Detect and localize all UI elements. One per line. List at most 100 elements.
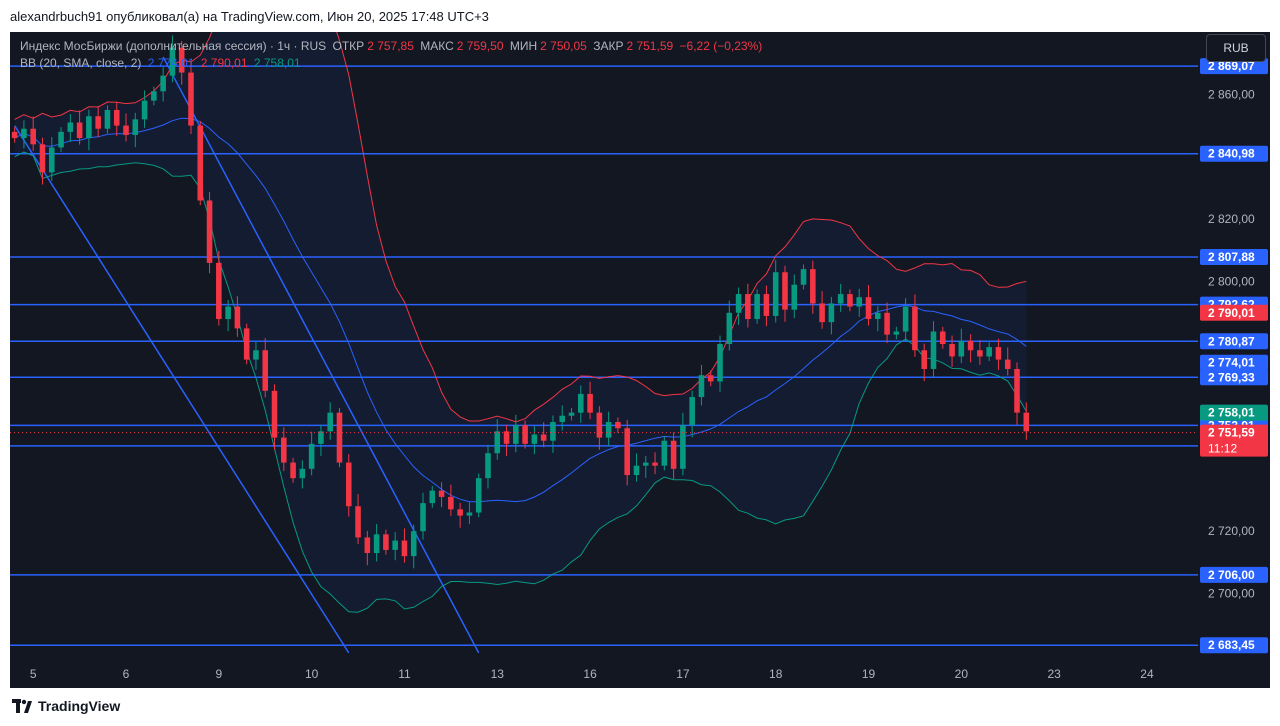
candle-body <box>550 422 556 441</box>
candle-body <box>253 350 259 360</box>
level-price-tag <box>1200 369 1268 386</box>
candle-body <box>642 462 649 466</box>
close-label: ЗАКР <box>593 39 624 53</box>
candle-body <box>466 512 473 516</box>
x-tick-label: 19 <box>862 667 876 681</box>
bb-upper-value: 2 790,01 <box>200 56 248 70</box>
candle-body <box>893 331 900 335</box>
low-value: 2 750,05 <box>540 39 587 53</box>
x-tick-label: 20 <box>955 667 969 681</box>
candle-body <box>605 422 612 438</box>
candle-body <box>494 431 501 454</box>
y-tick-label: 2 860,00 <box>1208 87 1255 101</box>
x-tick-label: 23 <box>1047 667 1061 681</box>
indicator-legend-line[interactable]: BB (20, SMA, close, 2) 2 774,01 2 790,01… <box>20 55 765 72</box>
y-tick-label: 2 820,00 <box>1208 212 1255 226</box>
candle-body <box>884 312 890 335</box>
candle-body <box>1023 412 1030 432</box>
candle-body <box>726 312 733 344</box>
y-tick-label: 2 720,00 <box>1208 524 1255 538</box>
open-label: ОТКР <box>332 39 365 53</box>
candle-body <box>977 350 983 357</box>
currency-button[interactable]: RUB <box>1206 34 1266 62</box>
candle-body <box>438 490 445 497</box>
indicator-price-tag <box>1200 424 1268 457</box>
indicator-label: BB (20, SMA, close, 2) <box>20 56 142 70</box>
candle-body <box>1004 359 1011 369</box>
candle-body <box>11 131 18 139</box>
x-tick-label: 5 <box>30 667 37 681</box>
candle-body <box>875 312 881 320</box>
high-label: МАКС <box>420 39 454 53</box>
candle-body <box>58 131 64 148</box>
bb-basis-line <box>14 117 1027 503</box>
candle-body <box>949 344 955 357</box>
level-price-label: 2 780,87 <box>1208 334 1255 348</box>
candle-body <box>141 100 148 120</box>
change-value: −6,22 (−0,23%) <box>679 39 763 53</box>
candle-body <box>86 116 92 139</box>
candle-body <box>392 540 398 550</box>
chart-legend: Индекс МосБиржи (дополнительная сессия) … <box>20 38 765 72</box>
candle-body <box>308 443 315 469</box>
candle-body <box>680 425 686 469</box>
candle-body <box>1014 368 1020 413</box>
level-price-label: 2 869,07 <box>1208 59 1255 73</box>
candle-body <box>531 434 538 444</box>
level-price-label: 2 683,45 <box>1208 638 1255 652</box>
tradingview-logo[interactable]: TradingView <box>12 698 120 714</box>
candle-body <box>912 306 918 351</box>
candle-body <box>791 284 798 310</box>
candle-body <box>132 119 139 135</box>
candle-body <box>698 375 705 398</box>
x-tick-label: 18 <box>769 667 783 681</box>
candle-body <box>865 297 872 320</box>
indicator-price-tag <box>1200 304 1268 321</box>
candle-body <box>299 468 306 479</box>
symbol-label: Индекс МосБиржи (дополнительная сессия) … <box>20 39 327 53</box>
candle-body <box>48 147 55 173</box>
candle-body <box>782 272 788 310</box>
candle-body <box>475 478 482 513</box>
bb-basis-value: 2 774,01 <box>147 56 195 70</box>
candle-body <box>745 294 751 320</box>
candle-body <box>939 331 946 344</box>
indicator-price-label: 2 751,59 <box>1208 426 1255 440</box>
candle-body <box>559 415 566 422</box>
publisher-text: alexandrbuch91 опубликовал(а) на Trading… <box>10 9 489 24</box>
price-chart[interactable]: 2 700,00 2 720,00 2 800,00 2 820,00 2 860,00… <box>10 32 1270 688</box>
x-tick-label: 10 <box>305 667 319 681</box>
candle-body <box>318 431 324 444</box>
candle-body <box>810 269 816 304</box>
indicator-price-label: 2 790,01 <box>1208 306 1255 320</box>
candle-body <box>819 303 825 323</box>
candle-body <box>800 269 807 285</box>
candle-body <box>772 272 779 316</box>
candle-body <box>216 262 222 320</box>
candle-body <box>197 125 204 201</box>
footer-bar: TradingView <box>0 688 1280 726</box>
candle-body <box>717 344 723 382</box>
candle-body <box>345 462 352 507</box>
ohlc-legend-line: Индекс МосБиржи (дополнительная сессия) … <box>20 38 765 55</box>
candle-body <box>837 294 844 304</box>
candle-body <box>661 440 668 466</box>
candle-body <box>448 496 454 510</box>
level-price-tag <box>1200 566 1268 583</box>
candle-body <box>828 303 835 323</box>
high-value: 2 759,50 <box>456 39 504 53</box>
candle-body <box>151 91 157 101</box>
x-tick-label: 11 <box>398 667 411 681</box>
candle-body <box>540 434 547 441</box>
chart-panel[interactable]: 2 700,00 2 720,00 2 800,00 2 820,00 2 860,00… <box>10 32 1270 688</box>
candle-body <box>624 428 630 476</box>
bb-lower-line <box>14 151 1027 613</box>
candle-body <box>401 540 408 557</box>
candle-body <box>225 306 231 320</box>
x-tick-label: 17 <box>676 667 690 681</box>
y-tick-label: 2 700,00 <box>1208 587 1255 601</box>
candle-body <box>169 47 176 76</box>
time-scale <box>10 656 1270 688</box>
candle-body <box>930 331 937 369</box>
